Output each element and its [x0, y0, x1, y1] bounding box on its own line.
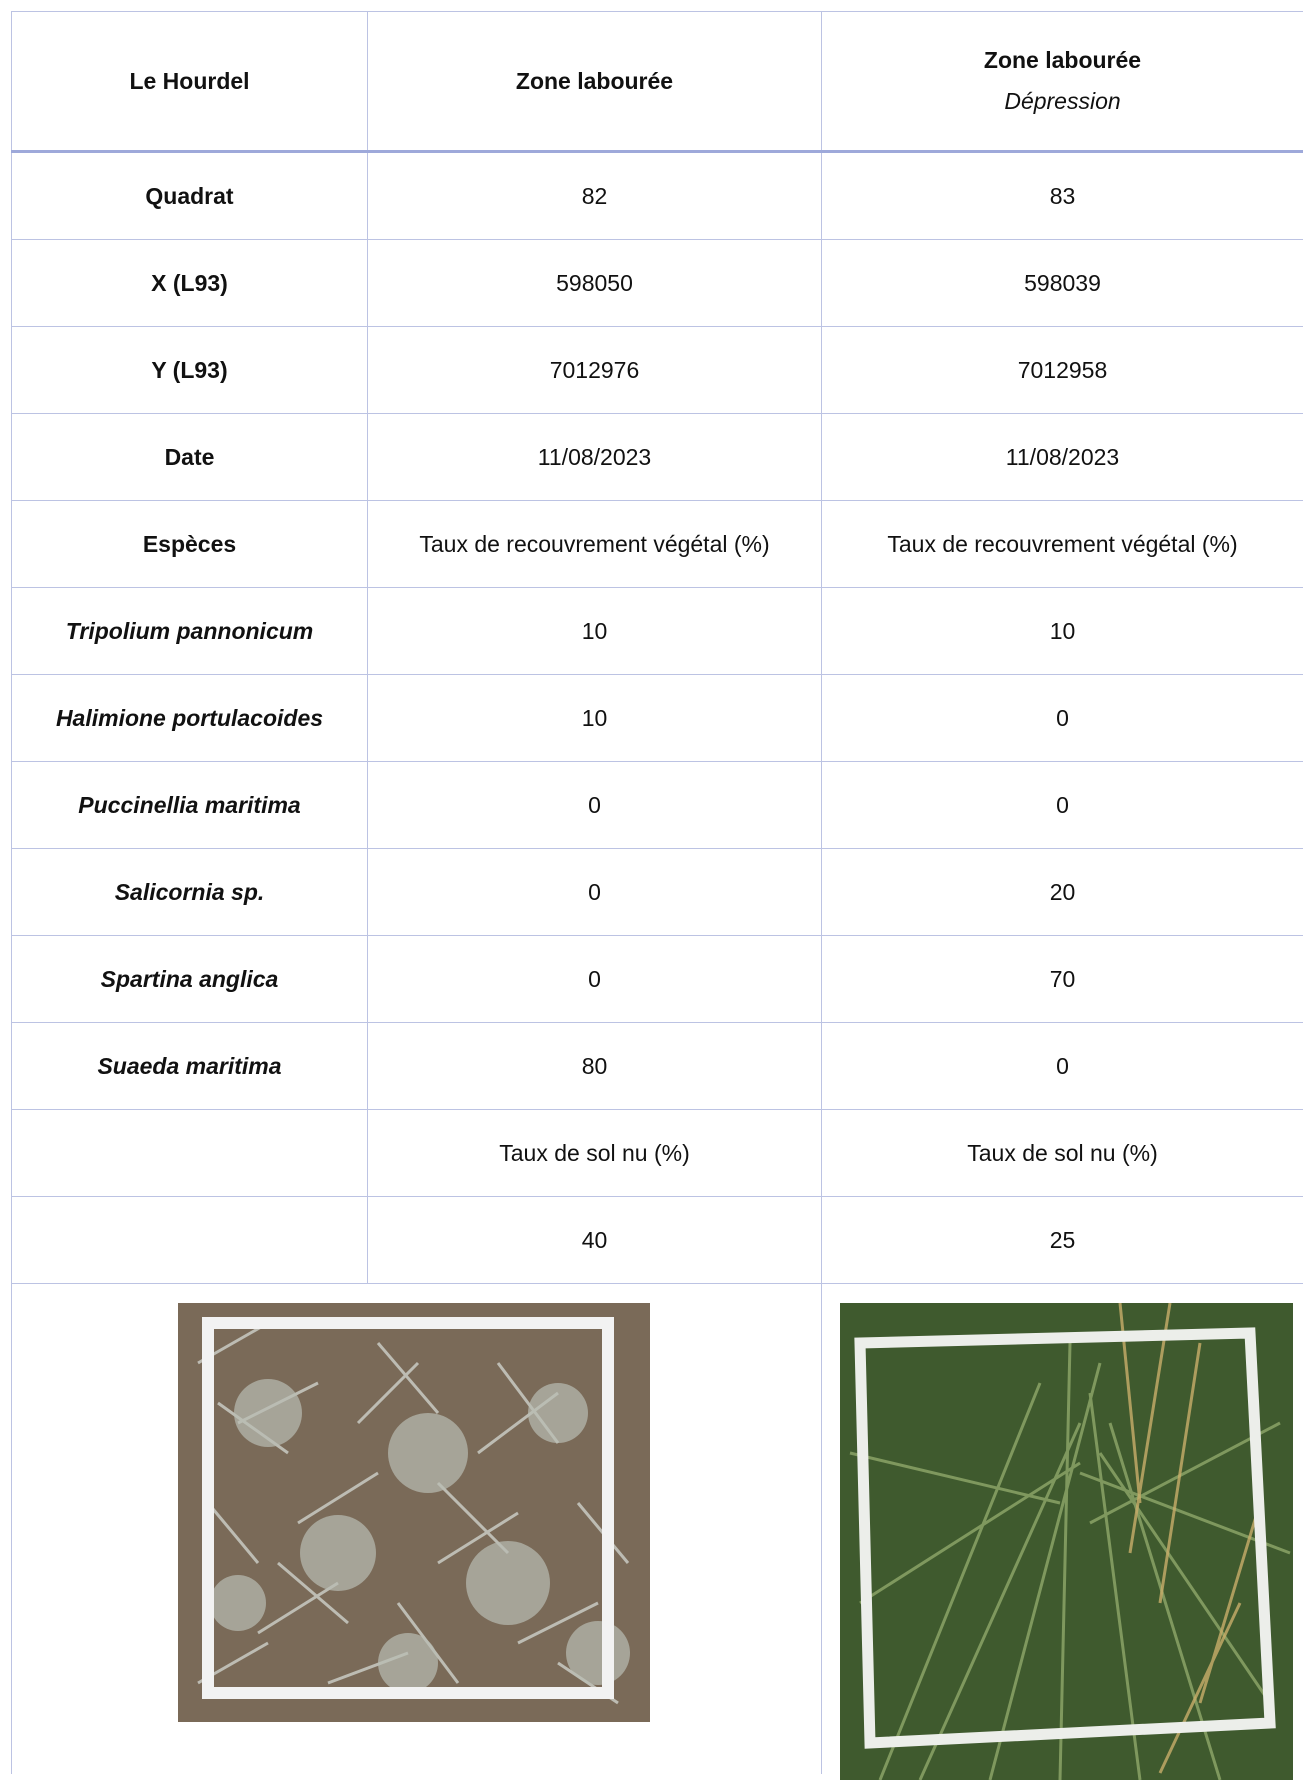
table-row: Date 11/08/2023 11/08/2023 — [11, 413, 1303, 501]
table-row: 40 25 — [11, 1196, 1303, 1284]
table-row: Tripolium pannonicum 10 10 — [11, 587, 1303, 675]
cell: 10 — [367, 587, 822, 675]
header-title: Zone labourée — [515, 67, 674, 94]
row-label: Halimione portulacoides — [11, 674, 368, 762]
table-row: Taux de sol nu (%) Taux de sol nu (%) — [11, 1109, 1303, 1197]
table-row: Quadrat 82 83 — [11, 151, 1303, 240]
table-row: Espèces Taux de recouvrement végétal (%) T… — [11, 500, 1303, 588]
table-row: Salicornia sp. 0 20 — [11, 848, 1303, 936]
cell: 82 — [367, 151, 822, 240]
cell: Taux de sol nu (%) — [367, 1109, 822, 1197]
cell: Taux de sol nu (%) — [821, 1109, 1303, 1197]
cell: 0 — [821, 674, 1303, 762]
cell: 80 — [367, 1022, 822, 1110]
row-label — [11, 1109, 368, 1197]
table-row: Suaeda maritima 80 0 — [11, 1022, 1303, 1110]
row-label: X (L93) — [11, 239, 368, 327]
cell: 40 — [367, 1196, 822, 1284]
table-row: Spartina anglica 0 70 — [11, 935, 1303, 1023]
row-label: Tripolium pannonicum — [11, 587, 368, 675]
cell: 70 — [821, 935, 1303, 1023]
table-row: Halimione portulacoides 10 0 — [11, 674, 1303, 762]
cell: 83 — [821, 151, 1303, 240]
row-label: Puccinellia maritima — [11, 761, 368, 849]
row-label: Date — [11, 413, 368, 501]
cell: Taux de recouvrement végétal (%) — [367, 500, 822, 588]
header-cell: Zone labourée — [367, 11, 822, 153]
row-label: Suaeda maritima — [11, 1022, 368, 1110]
cell: 0 — [821, 761, 1303, 849]
cell: 7012958 — [821, 326, 1303, 414]
table-row: Y (L93) 7012976 7012958 — [11, 326, 1303, 414]
header-subtitle: Dépression — [1004, 88, 1121, 114]
header-cell: Zone labourée Dépression — [821, 11, 1303, 153]
cell: Taux de recouvrement végétal (%) — [821, 500, 1303, 588]
cell: 7012976 — [367, 326, 822, 414]
photo-quadrat-83 — [840, 1303, 1293, 1780]
row-label: Quadrat — [11, 151, 368, 240]
cell: 25 — [821, 1196, 1303, 1284]
cell: 20 — [821, 848, 1303, 936]
cell: 10 — [367, 674, 822, 762]
cell: 0 — [367, 848, 822, 936]
header-cell: Le Hourdel — [11, 11, 368, 153]
cell: 598039 — [821, 239, 1303, 327]
cell: 11/08/2023 — [821, 413, 1303, 501]
cell: 11/08/2023 — [367, 413, 822, 501]
row-label: Salicornia sp. — [11, 848, 368, 936]
header-row: Le Hourdel Zone labourée Zone labourée Dépr… — [11, 11, 1303, 153]
row-label: Spartina anglica — [11, 935, 368, 1023]
cell: 10 — [821, 587, 1303, 675]
row-label: Y (L93) — [11, 326, 368, 414]
cell: 0 — [821, 1022, 1303, 1110]
header-title: Le Hourdel — [129, 67, 250, 94]
cell: 598050 — [367, 239, 822, 327]
row-label — [11, 1196, 368, 1284]
row-label: Espèces — [11, 500, 368, 588]
header-title: Zone labourée — [983, 47, 1142, 73]
cell: 0 — [367, 935, 822, 1023]
photo-quadrat-82 — [178, 1303, 650, 1722]
table-row: Puccinellia maritima 0 0 — [11, 761, 1303, 849]
cell: 0 — [367, 761, 822, 849]
table-row: X (L93) 598050 598039 — [11, 239, 1303, 327]
